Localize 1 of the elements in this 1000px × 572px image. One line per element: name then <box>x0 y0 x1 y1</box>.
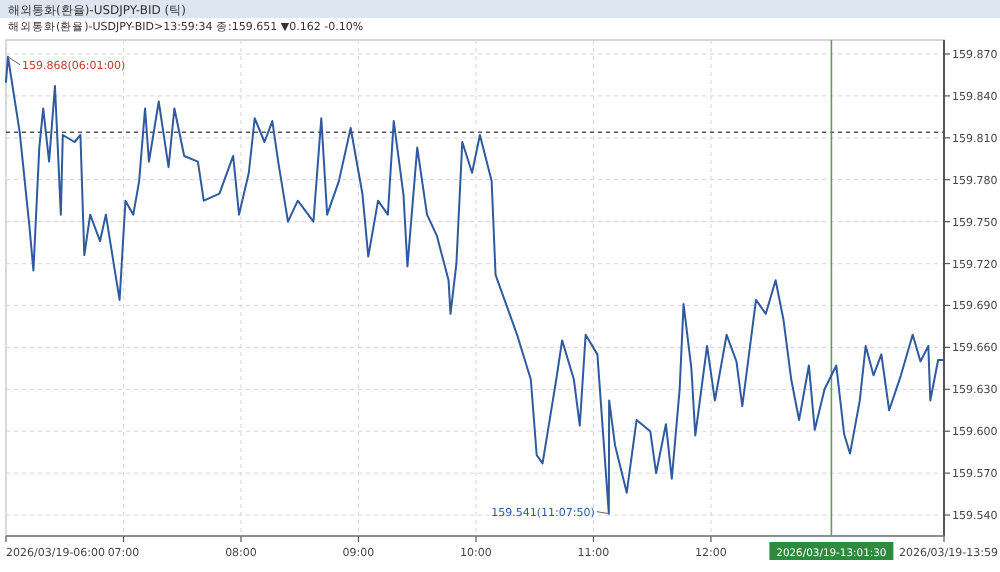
line-series <box>5 55 945 515</box>
